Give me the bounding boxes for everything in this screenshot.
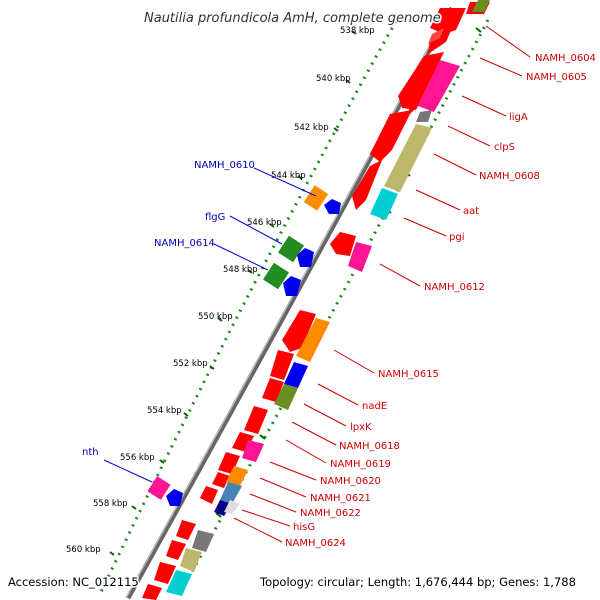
tick-label: 540 kbp: [316, 74, 351, 84]
tick-label: 558 kbp: [93, 499, 128, 509]
gene-aat: [352, 160, 382, 210]
gene-label-namh-0621: NAMH_0621: [310, 493, 371, 504]
gene-label-lpxK: lpxK: [350, 422, 372, 433]
tick-labels: 538 kbp 540 kbp 542 kbp 544 kbp 546 kbp …: [66, 26, 375, 555]
gene-namh-0622: [220, 482, 242, 504]
gene-label-namh-0614: NAMH_0614: [154, 238, 215, 249]
gene-pgi: [370, 188, 398, 220]
gene-namh-0610: [303, 185, 329, 211]
gene-flgG: [278, 235, 304, 263]
tick-label: 548 kbp: [223, 265, 258, 275]
forward-strand-genes: [142, 0, 490, 600]
gene-label-namh-0620: NAMH_0620: [320, 476, 381, 487]
tick-label: 556 kbp: [120, 453, 155, 463]
reverse-gene-labels: NAMH_0610 flgG NAMH_0614 nth: [82, 160, 255, 458]
gene-ligA: [398, 52, 444, 110]
gene-namh-0621: [226, 466, 248, 486]
gene-label-namh-0612: NAMH_0612: [424, 282, 485, 293]
gene-namh-0620: [218, 452, 240, 474]
tick-label: 560 kbp: [66, 545, 101, 555]
map-title: Nautilia profundicola AmH, complete geno…: [144, 11, 441, 26]
gene-label-namh-0615: NAMH_0615: [378, 369, 439, 380]
accession-text: Accession: NC_012115: [8, 575, 139, 589]
gene-nadE: [270, 350, 294, 380]
gene-namh-0624: [176, 520, 196, 540]
tick-label: 542 kbp: [294, 123, 329, 133]
gene-label-flgG: flgG: [205, 212, 225, 223]
forward-label-connectors: [233, 25, 531, 543]
gene-namh-0612: [330, 232, 356, 256]
gene-clpS: [416, 110, 432, 122]
gene-arrow-reverse: [166, 489, 183, 506]
tick-label: 546 kbp: [247, 218, 282, 228]
genome-summary-text: Topology: circular; Length: 1,676,444 bp…: [259, 575, 576, 589]
gene-label-ligA: ligA: [509, 112, 528, 123]
gene-namh-0614: [263, 262, 289, 290]
gene-arrow-reverse: [283, 276, 301, 296]
tick-label: 538 kbp: [340, 26, 375, 36]
gene-arrow-reverse: [297, 248, 314, 267]
gene-label-namh-0605: NAMH_0605: [526, 72, 587, 83]
gene-label-namh-0624: NAMH_0624: [285, 538, 346, 549]
gene-label-namh-0618: NAMH_0618: [339, 441, 400, 452]
gene-label-namh-0619: NAMH_0619: [330, 459, 391, 470]
gene-hisG: [214, 500, 232, 516]
gene-label-clpS: clpS: [494, 142, 515, 153]
gene-arrow-reverse: [324, 199, 341, 214]
tick-label: 552 kbp: [173, 359, 208, 369]
gene-label-nth: nth: [82, 447, 99, 458]
tick-label: 550 kbp: [198, 312, 233, 322]
gene-namh-0608: [370, 110, 412, 162]
gene-nth: [147, 476, 171, 500]
gene-label-aat: aat: [463, 206, 479, 217]
gene-label-namh-0610: NAMH_0610: [194, 160, 255, 171]
reverse-label-connectors: [103, 167, 317, 483]
gene-label-namh-0622: NAMH_0622: [300, 508, 361, 519]
gene-label-pgi: pgi: [449, 232, 464, 243]
tick-label: 544 kbp: [271, 171, 306, 181]
gene-lpxK: [262, 378, 284, 402]
forward-gene-labels: NAMH_0604 NAMH_0605 ligA clpS NAMH_0608 …: [285, 53, 596, 549]
reverse-strand-genes: [147, 185, 341, 506]
gene-label-nadE: nadE: [362, 401, 387, 412]
gene-label-namh-0608: NAMH_0608: [479, 171, 540, 182]
gc-ring-outer: [98, 13, 402, 595]
gene-namh-0615: [282, 310, 316, 352]
gene-label-hisG: hisG: [293, 522, 315, 533]
tick-label: 554 kbp: [147, 406, 182, 416]
gene-label-namh-0604: NAMH_0604: [535, 53, 596, 64]
gc-ring-inner: [178, 19, 490, 595]
gene-namh-0605: [428, 28, 452, 54]
tick-marks: [109, 30, 357, 556]
gene-arrow-forward: [430, 8, 466, 34]
gene-namh-0618: [244, 406, 268, 434]
